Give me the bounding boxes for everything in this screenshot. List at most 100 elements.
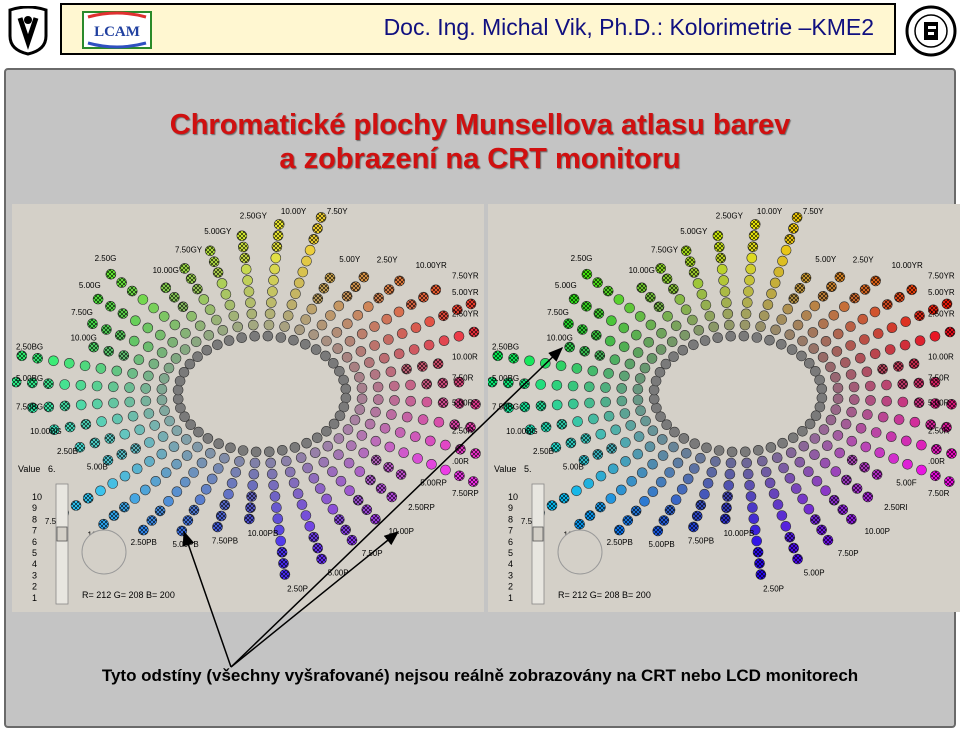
color-swatch (206, 473, 218, 485)
value-scale-tick: 1 (32, 593, 37, 603)
color-swatch (440, 439, 451, 451)
color-swatch (743, 286, 754, 297)
color-swatch (817, 352, 829, 363)
out-of-gamut-hatch (32, 353, 43, 364)
color-swatch (230, 466, 242, 478)
hue-label: 7.50G (71, 308, 93, 317)
color-swatch (369, 321, 380, 332)
out-of-gamut-hatch (508, 353, 519, 364)
hue-label: 2.50RP (408, 503, 435, 512)
color-swatch (405, 395, 417, 407)
hue-label: 10.00Y (757, 207, 783, 216)
color-swatch (410, 322, 422, 333)
out-of-gamut-hatch (130, 443, 141, 454)
value-slider-thumb[interactable] (56, 526, 68, 542)
munsell-panel-left: 10.00GY 7.50GY 5.00GY 2.50GY 10.00Y 7.50Y 5.00… (12, 204, 484, 612)
color-swatch (748, 513, 760, 525)
color-swatch (790, 483, 802, 494)
color-swatch (787, 432, 799, 444)
out-of-gamut-hatch (536, 400, 546, 411)
value-scale-tick: 2 (32, 582, 37, 592)
hue-label: 10.00YR (892, 261, 923, 270)
hue-label: 7.50Y (803, 207, 825, 216)
value-slider-track[interactable] (531, 483, 545, 605)
out-of-gamut-hatch (695, 500, 706, 511)
hue-label: 2.50PB (131, 538, 157, 547)
value-slider-thumb[interactable] (532, 526, 544, 542)
hue-label: 2.50R (452, 427, 474, 436)
out-of-gamut-hatch (654, 301, 664, 312)
color-swatch (202, 433, 214, 444)
color-swatch (112, 413, 123, 425)
out-of-gamut-hatch (658, 515, 669, 526)
color-swatch (296, 499, 308, 510)
color-swatch (881, 395, 893, 407)
hue-label: 7.50B (521, 517, 542, 526)
color-swatch (777, 437, 788, 449)
out-of-gamut-hatch (720, 513, 731, 524)
color-swatch (794, 456, 806, 468)
out-of-gamut-hatch (585, 510, 595, 521)
color-swatch (217, 325, 229, 336)
hue-label: 2.50G (95, 254, 117, 263)
out-of-gamut-hatch (98, 519, 109, 530)
color-swatch (144, 437, 155, 448)
color-swatch (647, 425, 659, 436)
hue-label: 7.50YR (452, 272, 479, 281)
color-swatch (726, 446, 738, 458)
color-swatch (133, 354, 145, 365)
color-swatch (216, 278, 228, 289)
color-swatch (870, 427, 882, 438)
out-of-gamut-hatch (236, 230, 247, 241)
out-of-gamut-hatch (784, 234, 795, 245)
color-swatch (143, 370, 154, 382)
out-of-gamut-hatch (662, 273, 673, 284)
out-of-gamut-hatch (89, 437, 100, 448)
color-swatch (885, 431, 897, 442)
color-swatch (583, 478, 594, 489)
color-swatch (304, 520, 316, 532)
out-of-gamut-hatch (930, 470, 941, 481)
color-swatch (828, 310, 840, 321)
color-swatch (624, 302, 635, 314)
color-swatch (143, 408, 155, 419)
color-swatch (661, 419, 672, 430)
out-of-gamut-hatch (870, 275, 881, 286)
color-swatch (314, 483, 326, 494)
color-swatch (636, 467, 648, 479)
out-of-gamut-hatch (278, 558, 289, 569)
hue-label: 2.50B (533, 447, 554, 456)
out-of-gamut-hatch (209, 256, 220, 267)
color-swatch (606, 315, 617, 326)
value-slider-track[interactable] (55, 483, 69, 605)
color-swatch (738, 330, 750, 342)
color-swatch (772, 499, 784, 510)
color-swatch (237, 445, 249, 456)
out-of-gamut-hatch (556, 419, 567, 430)
out-of-gamut-hatch (946, 399, 957, 410)
color-swatch (320, 350, 331, 362)
color-swatch (408, 344, 420, 355)
color-swatch (745, 263, 757, 275)
color-swatch (149, 420, 160, 431)
out-of-gamut-hatch (43, 401, 54, 412)
hue-label: 7.50B (45, 517, 66, 526)
out-of-gamut-hatch (350, 281, 361, 292)
out-of-gamut-hatch (115, 330, 126, 341)
value-scale-tick: 8 (32, 514, 37, 524)
color-swatch (321, 426, 332, 437)
out-of-gamut-hatch (579, 346, 590, 357)
color-swatch (857, 313, 869, 325)
color-swatch (797, 426, 808, 437)
hue-label: 7.50YR (928, 272, 955, 281)
color-swatch (290, 288, 301, 300)
out-of-gamut-hatch (564, 342, 575, 353)
out-of-gamut-hatch (273, 230, 284, 241)
color-swatch (798, 440, 810, 452)
color-swatch (861, 366, 873, 378)
out-of-gamut-hatch (449, 419, 460, 430)
color-swatch (308, 472, 320, 484)
color-swatch (288, 477, 300, 489)
color-swatch (269, 491, 281, 502)
hue-label: 2.50PB (607, 538, 633, 547)
